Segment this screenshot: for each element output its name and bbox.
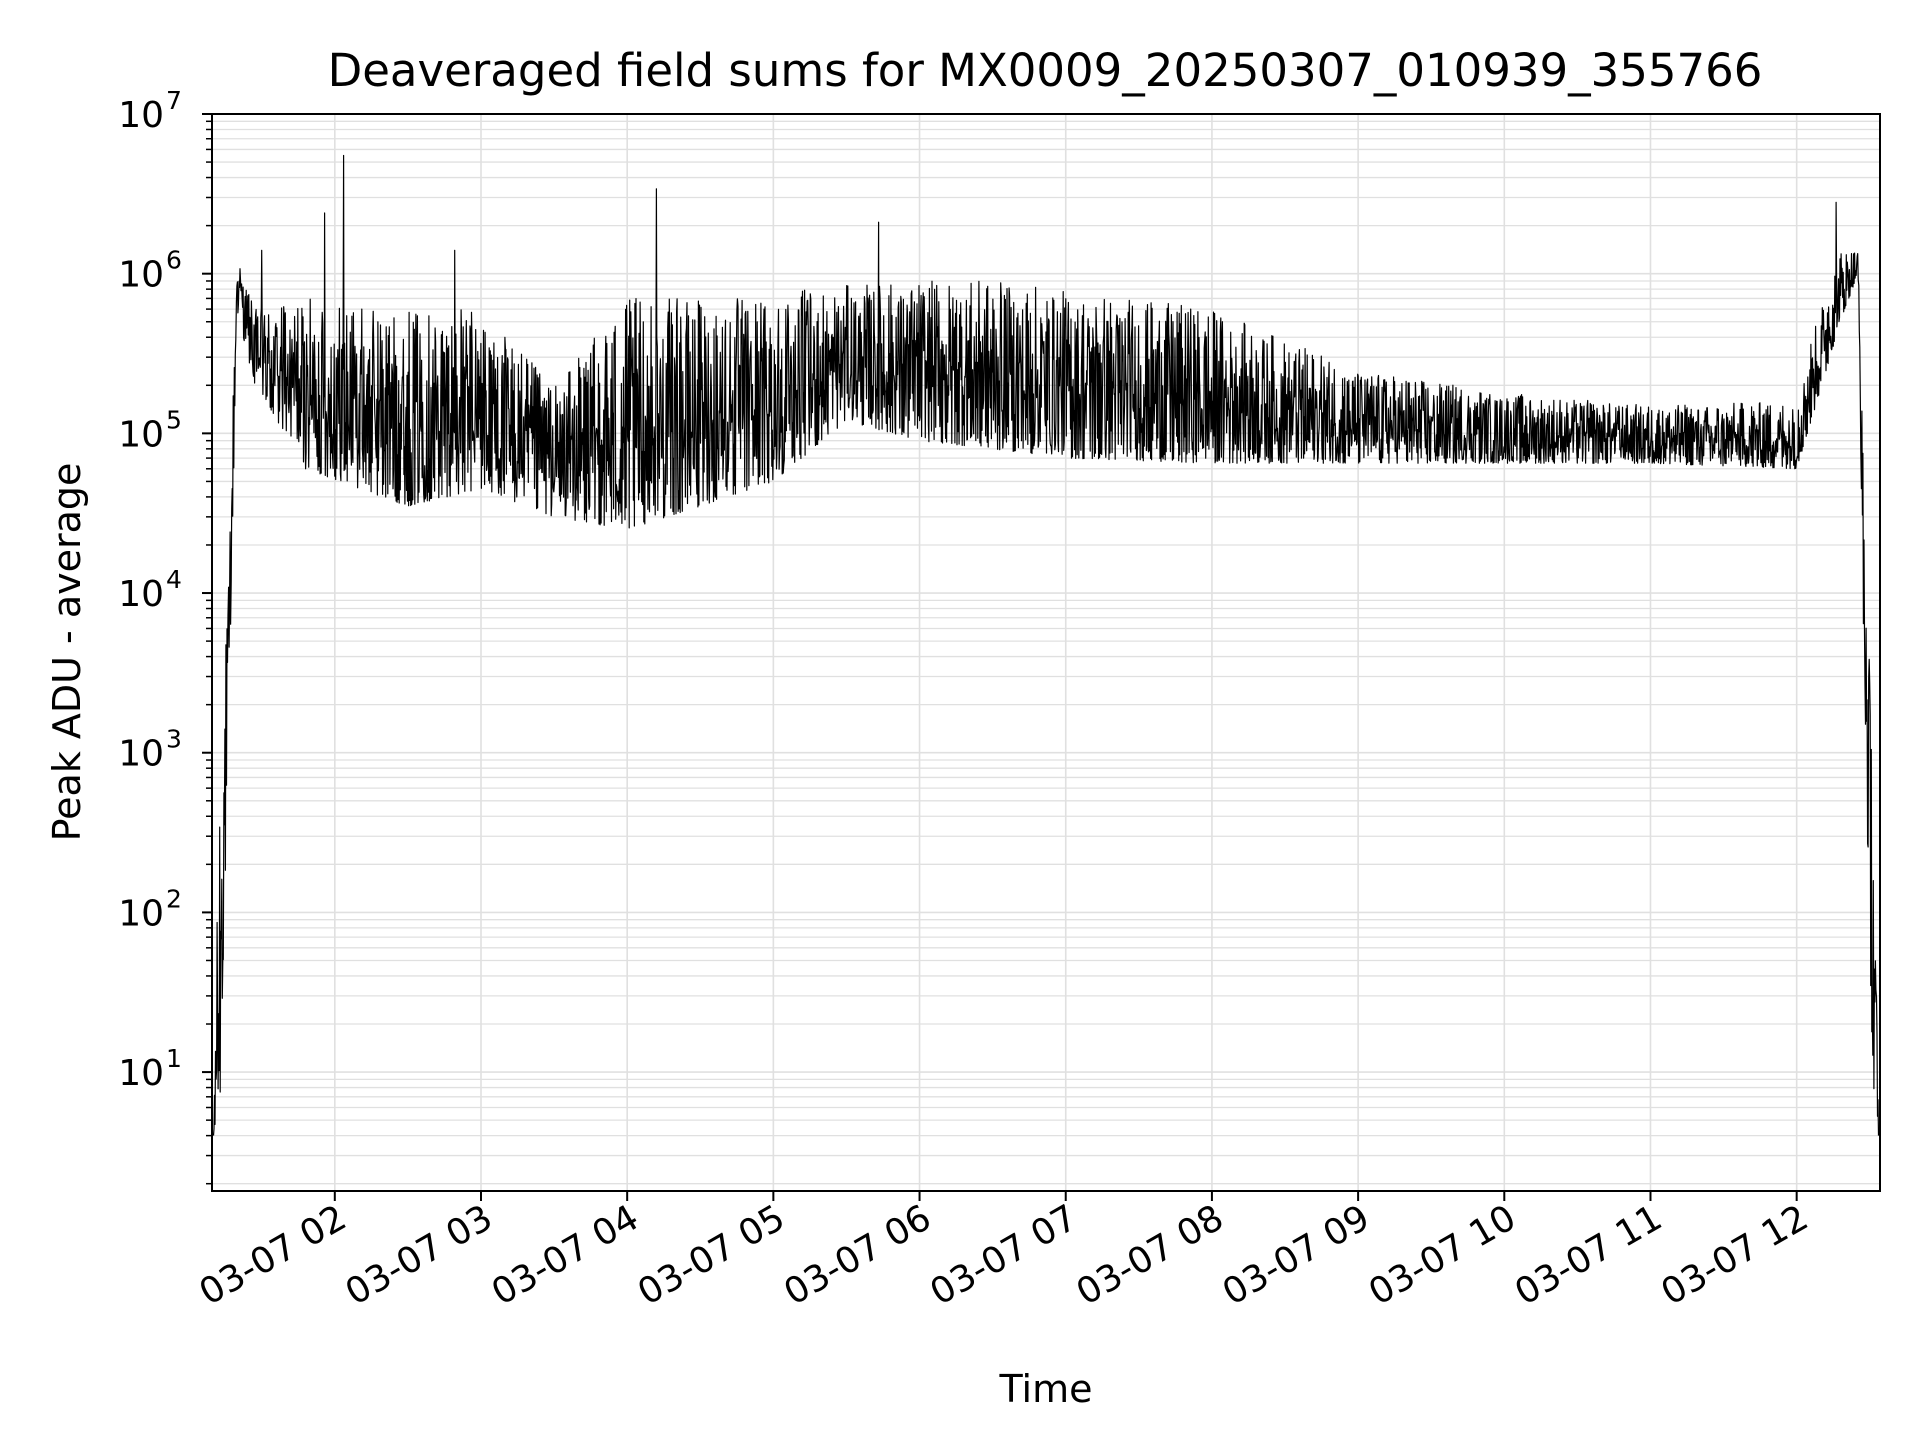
- y-tick-exponent: 2: [166, 884, 182, 913]
- y-tick-exponent: 3: [166, 725, 182, 754]
- y-tick-label: 10: [118, 414, 164, 455]
- plot-frame: [211, 113, 1881, 1192]
- y-tick-exponent: 7: [166, 86, 182, 115]
- y-tick-label: 10: [118, 574, 164, 615]
- series-line: [212, 154, 1880, 1136]
- y-tick-exponent: 1: [166, 1044, 182, 1073]
- x-axis-label: Time: [999, 1367, 1093, 1411]
- y-tick-label: 10: [118, 734, 164, 775]
- chart-title: Deaveraged field sums for MX0009_2025030…: [328, 44, 1763, 97]
- y-axis-label: Peak ADU - average: [45, 463, 89, 842]
- y-tick-exponent: 5: [166, 405, 182, 434]
- y-tick-label: 10: [118, 255, 164, 296]
- grid: [212, 113, 1880, 1191]
- y-tick-label: 10: [118, 893, 164, 934]
- y-tick-label: 10: [118, 1053, 164, 1094]
- series-trace: [212, 154, 1880, 1136]
- y-tick-exponent: 4: [166, 565, 182, 594]
- y-tick-label: 10: [118, 95, 164, 136]
- y-tick-exponent: 6: [166, 246, 182, 275]
